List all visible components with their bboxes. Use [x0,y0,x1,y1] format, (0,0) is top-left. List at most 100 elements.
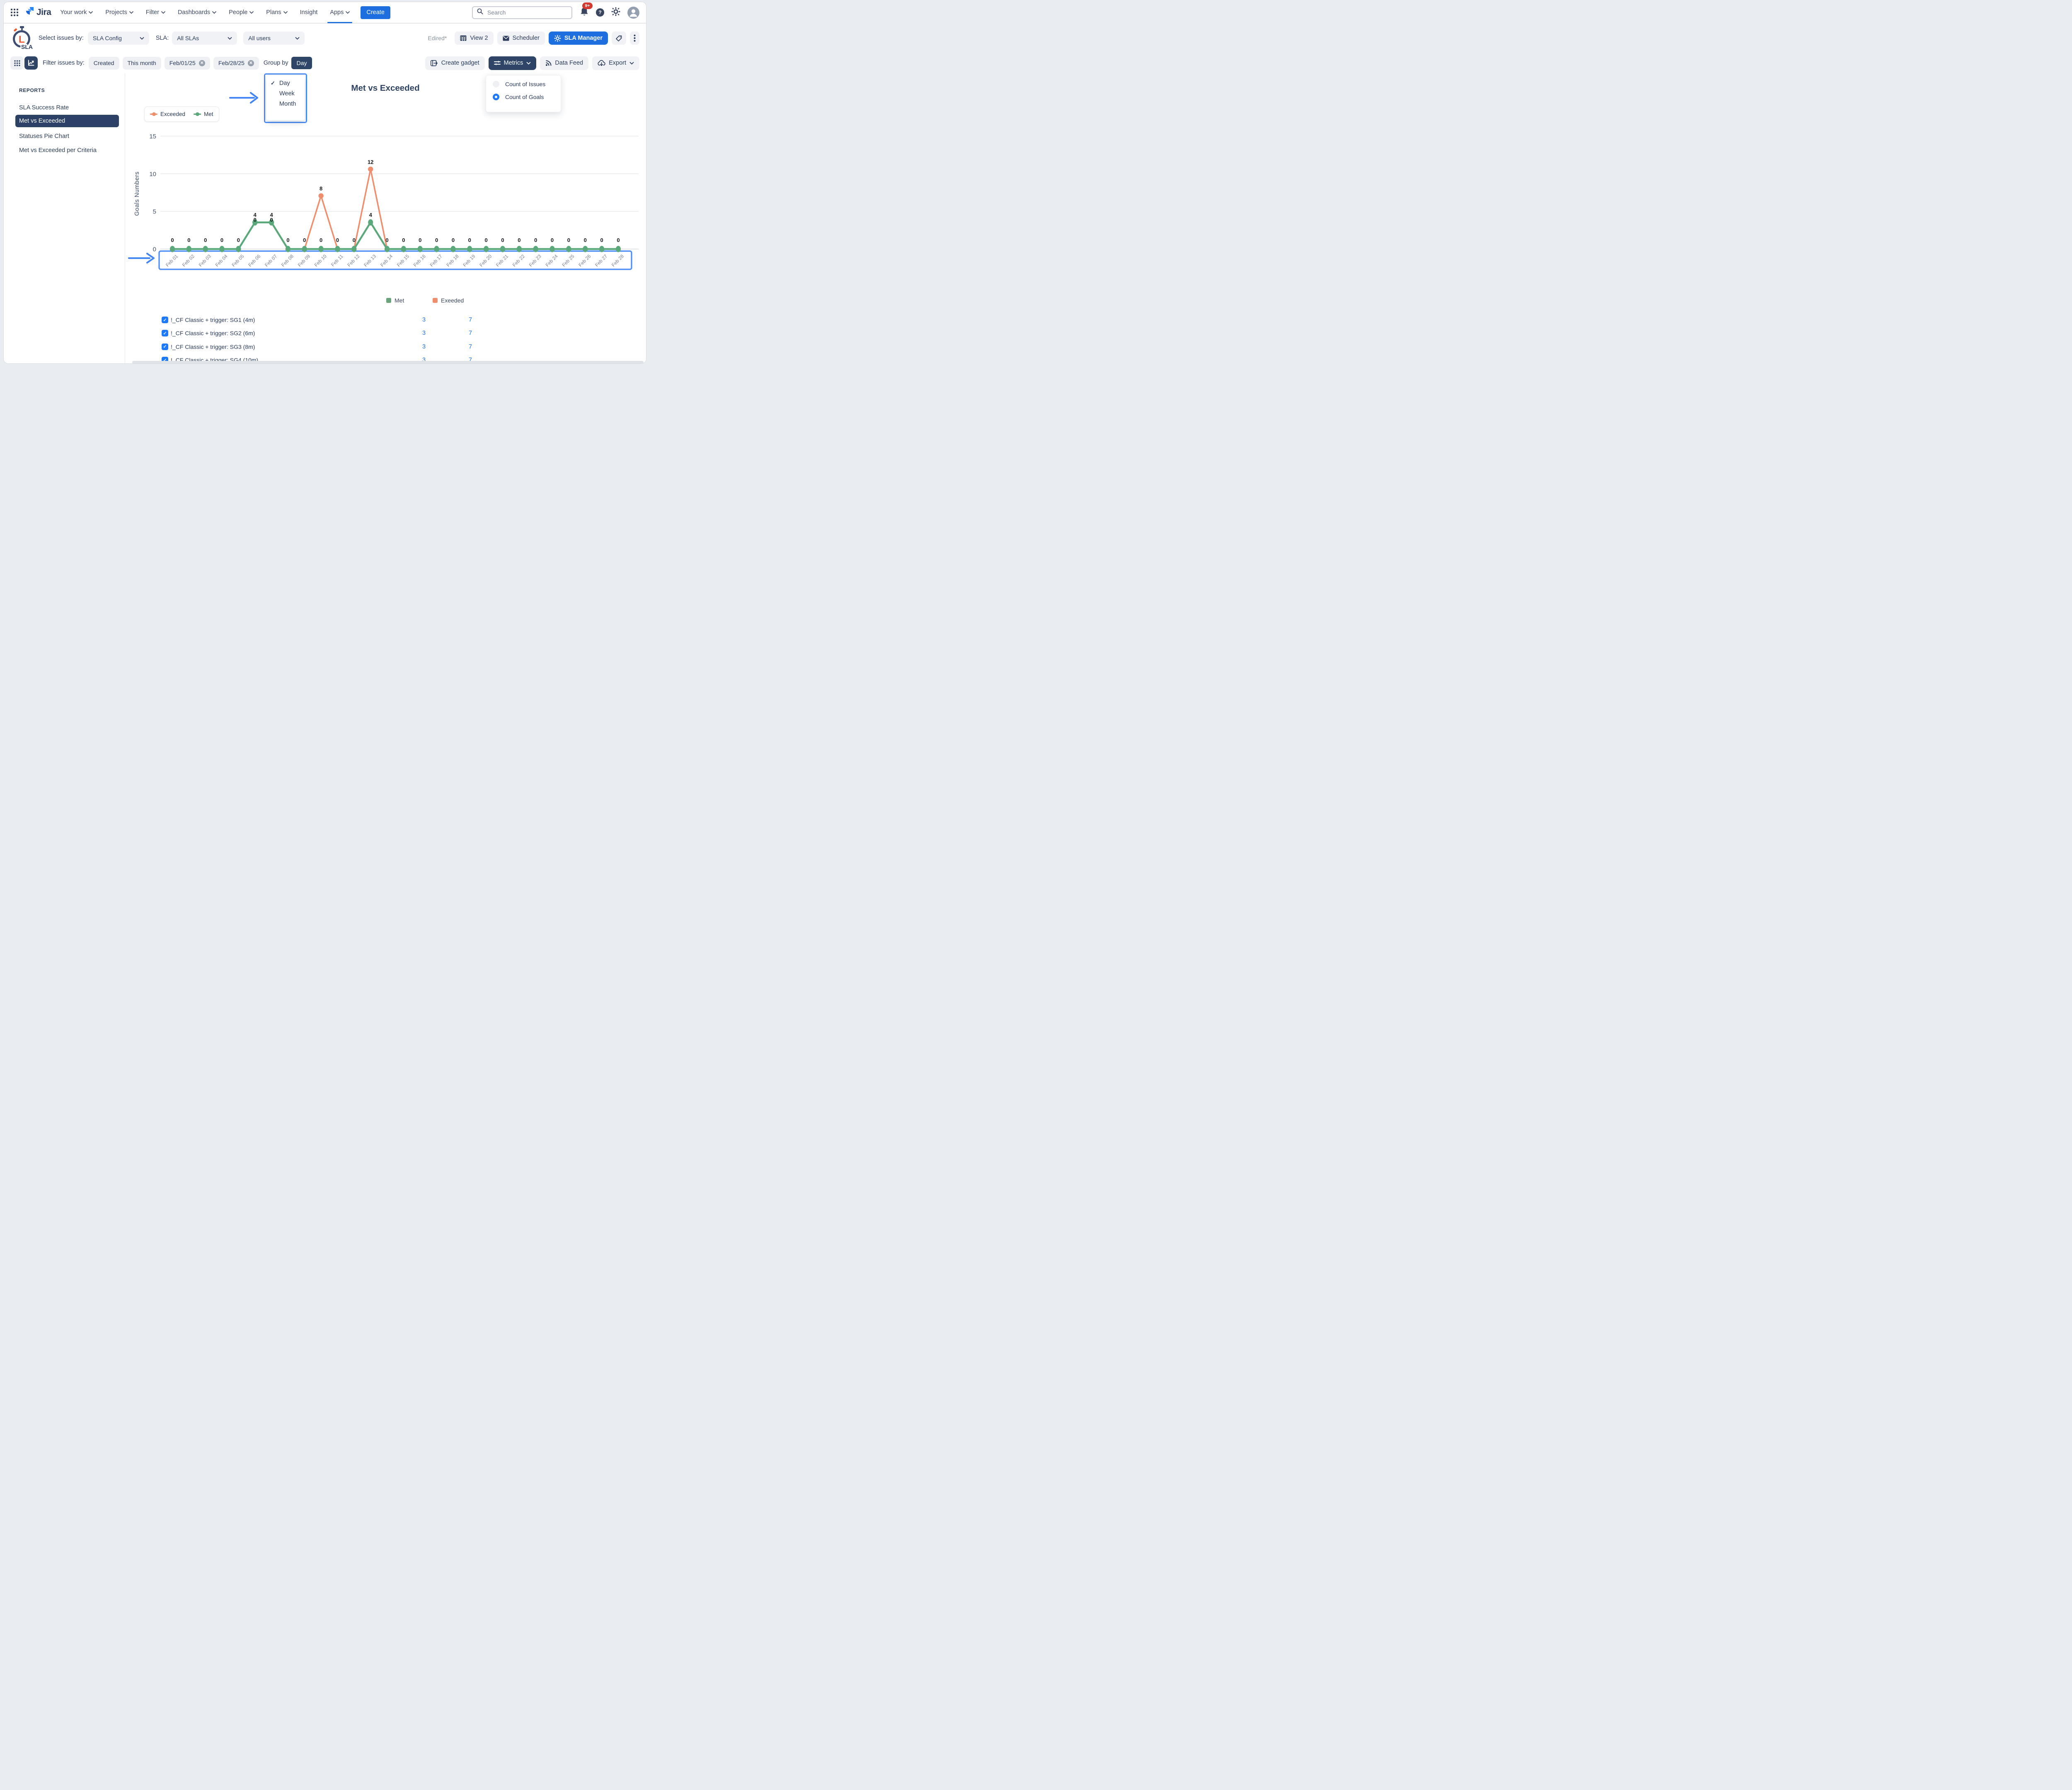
sidebar-item-met-vs-exceeded[interactable]: Met vs Exceeded [15,115,119,127]
chip-label: Feb/01/25 [169,60,196,66]
check-icon: ✓ [271,80,275,86]
x-tick-label: Feb 01 [165,254,179,268]
chevron-down-icon [346,11,350,14]
nav-item-insight[interactable]: Insight [300,7,318,18]
point-label: 0 [237,237,240,243]
chevron-down-icon [283,11,288,14]
metrics-option-count-of-issues[interactable]: Count of Issues [493,81,554,87]
gadget-icon [430,60,438,66]
app-switcher-icon[interactable] [10,8,19,17]
users-dropdown[interactable]: All users [243,31,305,45]
point-label: 0 [534,237,537,243]
radio-icon[interactable] [493,81,499,87]
x-tick-label: Feb 14 [380,254,394,268]
sla-app-logo: L SLA [10,25,34,52]
help-button[interactable]: ? [596,8,604,17]
point-label: 12 [368,159,373,165]
point-label: 0 [617,237,620,243]
point-label: 0 [320,237,322,243]
annotation-arrow-to-x-axis [128,253,155,264]
notifications-button[interactable]: 9+ [580,2,593,19]
page: Jira Your work Projects Filter Dashboards Pe… [0,0,650,365]
sidebar-item-statuses-pie-chart[interactable]: Statuses Pie Chart [19,133,69,140]
grid-view-button[interactable] [10,56,24,70]
point-label: 0 [567,237,570,243]
pin-tag-button[interactable] [612,31,626,45]
svg-text:0: 0 [153,246,156,253]
sla-toolbar: L SLA Select issues by: SLA Config SLA: … [4,24,646,53]
remove-chip-icon[interactable]: ✕ [198,60,205,66]
nav-item-label: Dashboards [177,9,211,16]
row-checkbox[interactable]: ✓ [162,317,168,323]
app-window: Jira Your work Projects Filter Dashboards Pe… [3,2,646,364]
nav-item-dashboards[interactable]: Dashboards [178,7,216,18]
chart-view-button[interactable] [24,56,38,70]
met-point [368,219,373,226]
more-options-button[interactable] [630,31,639,45]
view-button-label: View 2 [470,35,488,41]
nav-item-apps[interactable]: Apps [327,7,353,23]
filter-chip-this-month[interactable]: This month [122,56,161,70]
nav-item-people[interactable]: People [229,7,254,18]
x-tick-label: Feb 06 [248,254,262,268]
point-label: 4 [270,212,273,218]
legend-item-met[interactable]: Met [194,111,213,117]
sliders-icon [494,60,501,65]
select-issues-dropdown[interactable]: SLA Config [87,31,149,45]
metrics-button[interactable]: Metrics [488,56,537,70]
summary-row: ✓ !_CF Classic + trigger: SG3 (8m) 3 7 [162,341,638,353]
sla-manager-button[interactable]: SLA Manager [548,31,608,45]
group-by-dropdown[interactable]: Day [291,57,312,69]
sla-dropdown[interactable]: All SLAs [172,31,237,45]
chevron-down-icon [129,11,133,14]
x-tick-label: Feb 15 [396,254,410,268]
point-label: 0 [187,237,190,243]
sidebar-item-sla-success-rate[interactable]: SLA Success Rate [19,104,69,111]
horizontal-scrollbar[interactable] [132,361,644,363]
create-button[interactable]: Create [361,6,390,19]
chevron-down-icon [140,37,144,40]
search-input[interactable] [487,9,567,16]
jira-logo[interactable]: Jira [24,6,51,19]
met-point [170,246,175,252]
met-point [186,246,191,252]
point-label: 0 [485,237,488,243]
row-checkbox[interactable]: ✓ [162,343,168,350]
option-label: Week [279,90,295,97]
nav-item-filter[interactable]: Filter [146,7,165,18]
remove-chip-icon[interactable]: ✕ [247,60,254,66]
avatar[interactable] [627,6,639,19]
row-checkbox[interactable]: ✓ [162,330,168,337]
group-by-option-week[interactable]: Week [271,90,300,97]
data-feed-button[interactable]: Data Feed [540,56,589,70]
legend-item-exceeded[interactable]: Exceeded [150,111,185,117]
search-box[interactable] [472,6,572,19]
group-by-option-day[interactable]: ✓ Day [271,80,300,87]
filter-chip-feb-28-25[interactable]: Feb/28/25 ✕ [213,56,259,70]
scheduler-button[interactable]: Scheduler [497,31,545,45]
point-label: 0 [402,237,405,243]
filter-chip-created[interactable]: Created [88,56,119,70]
view-button[interactable]: View 2 [455,31,494,45]
reports-sidebar: REPORTS SLA Success Rate Met vs Exceeded S… [4,73,125,363]
point-label: 0 [551,237,554,243]
met-point [219,246,225,252]
nav-item-your-work[interactable]: Your work [60,7,93,18]
metrics-option-count-of-goals[interactable]: Count of Goals [493,94,554,100]
filter-chip-feb-01-25[interactable]: Feb/01/25 ✕ [164,56,210,70]
met-point [285,246,290,252]
nav-item-plans[interactable]: Plans [266,7,288,18]
sidebar-item-met-vs-exceeded-per-criteria[interactable]: Met vs Exceeded per Criteria [19,147,97,154]
sla-logo-letter: L [19,34,25,45]
option-label: Month [279,101,296,107]
export-button[interactable]: Export [592,56,639,70]
reports-heading: REPORTS [19,87,45,93]
group-by-option-month[interactable]: Month [271,101,300,107]
nav-item-projects[interactable]: Projects [105,7,133,18]
create-gadget-button[interactable]: Create gadget [425,56,485,70]
legend-label: Met [204,111,213,117]
met-value: 3 [422,317,426,323]
x-tick-label: Feb 19 [462,254,477,268]
radio-selected-icon[interactable] [493,94,499,100]
settings-button[interactable] [611,7,620,18]
